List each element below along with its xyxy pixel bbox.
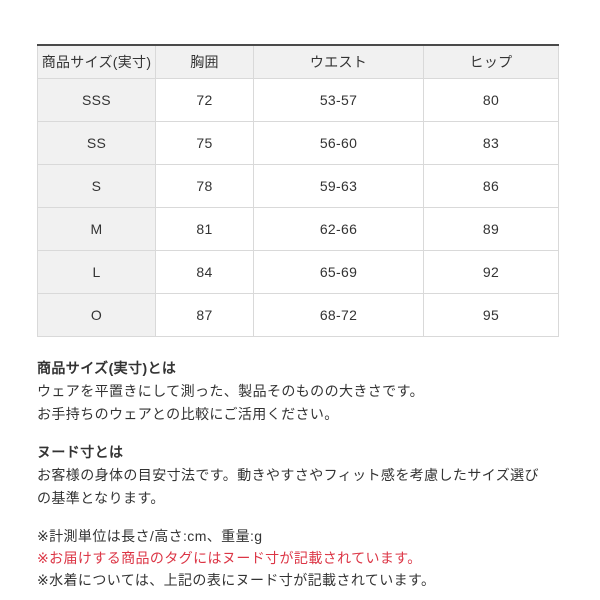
column-header-product-size: 商品サイズ(実寸) — [37, 45, 156, 79]
description-line: ウェアを平置きにして測った、製品そのものの大きさです。 — [37, 382, 424, 399]
hip-cell: 86 — [423, 164, 559, 208]
table-row: SS 75 56-60 83 — [37, 121, 559, 165]
chest-cell: 78 — [155, 164, 254, 208]
note-measurement-units: ※計測単位は長さ/高さ:cm、重量:g — [37, 527, 263, 544]
waist-cell: 56-60 — [253, 121, 424, 165]
table-row: O 87 68-72 95 — [37, 293, 559, 337]
size-guide-descriptions: 商品サイズ(実寸)とは ウェアを平置きにして測った、製品そのものの大きさです。 … — [37, 357, 558, 591]
size-cell: S — [37, 164, 156, 208]
hip-cell: 95 — [423, 293, 559, 337]
hip-cell: 89 — [423, 207, 559, 251]
column-header-waist: ウエスト — [253, 45, 424, 79]
chest-cell: 72 — [155, 78, 254, 122]
waist-cell: 62-66 — [253, 207, 424, 251]
chest-cell: 81 — [155, 207, 254, 251]
waist-cell: 65-69 — [253, 250, 424, 294]
size-cell: O — [37, 293, 156, 337]
table-row: S 78 59-63 86 — [37, 164, 559, 208]
size-chart-table: 商品サイズ(実寸) 胸囲 ウエスト ヒップ SSS 72 53-57 80 SS 75 56… — [37, 44, 559, 337]
hip-cell: 80 — [423, 78, 559, 122]
hip-cell: 92 — [423, 250, 559, 294]
nude-size-heading: ヌード寸とは — [37, 443, 124, 460]
table-header-row: 商品サイズ(実寸) 胸囲 ウエスト ヒップ — [37, 45, 559, 79]
size-cell: SSS — [37, 78, 156, 122]
column-header-hip: ヒップ — [423, 45, 559, 79]
product-size-description-section: 商品サイズ(実寸)とは ウェアを平置きにして測った、製品そのものの大きさです。 … — [37, 357, 558, 426]
size-chart-body: SSS 72 53-57 80 SS 75 56-60 83 S 78 59-63 86 M 81 62-6… — [37, 78, 559, 337]
size-chart-header: 商品サイズ(実寸) 胸囲 ウエスト ヒップ — [37, 45, 559, 79]
table-row: L 84 65-69 92 — [37, 250, 559, 294]
note-tag-nude-size: ※お届けする商品のタグにはヌード寸が記載されています。 — [37, 549, 422, 566]
description-line: の基準となります。 — [37, 489, 165, 506]
waist-cell: 68-72 — [253, 293, 424, 337]
size-cell: L — [37, 250, 156, 294]
nude-size-description-section: ヌード寸とは お客様の身体の目安寸法です。動きやすさやフィット感を考慮したサイズ… — [37, 441, 558, 510]
waist-cell: 53-57 — [253, 78, 424, 122]
description-line: お手持ちのウェアとの比較にご活用ください。 — [37, 405, 339, 422]
table-row: SSS 72 53-57 80 — [37, 78, 559, 122]
product-size-heading: 商品サイズ(実寸)とは — [37, 359, 177, 376]
chest-cell: 84 — [155, 250, 254, 294]
measurement-notes: ※計測単位は長さ/高さ:cm、重量:g ※お届けする商品のタグにはヌード寸が記載… — [37, 525, 558, 591]
column-header-chest: 胸囲 — [155, 45, 254, 79]
size-cell: M — [37, 207, 156, 251]
note-swimwear: ※水着については、上記の表にヌード寸が記載されています。 — [37, 571, 436, 588]
size-cell: SS — [37, 121, 156, 165]
hip-cell: 83 — [423, 121, 559, 165]
waist-cell: 59-63 — [253, 164, 424, 208]
description-line: お客様の身体の目安寸法です。動きやすさやフィット感を考慮したサイズ選び — [37, 466, 539, 483]
chest-cell: 87 — [155, 293, 254, 337]
chest-cell: 75 — [155, 121, 254, 165]
table-row: M 81 62-66 89 — [37, 207, 559, 251]
